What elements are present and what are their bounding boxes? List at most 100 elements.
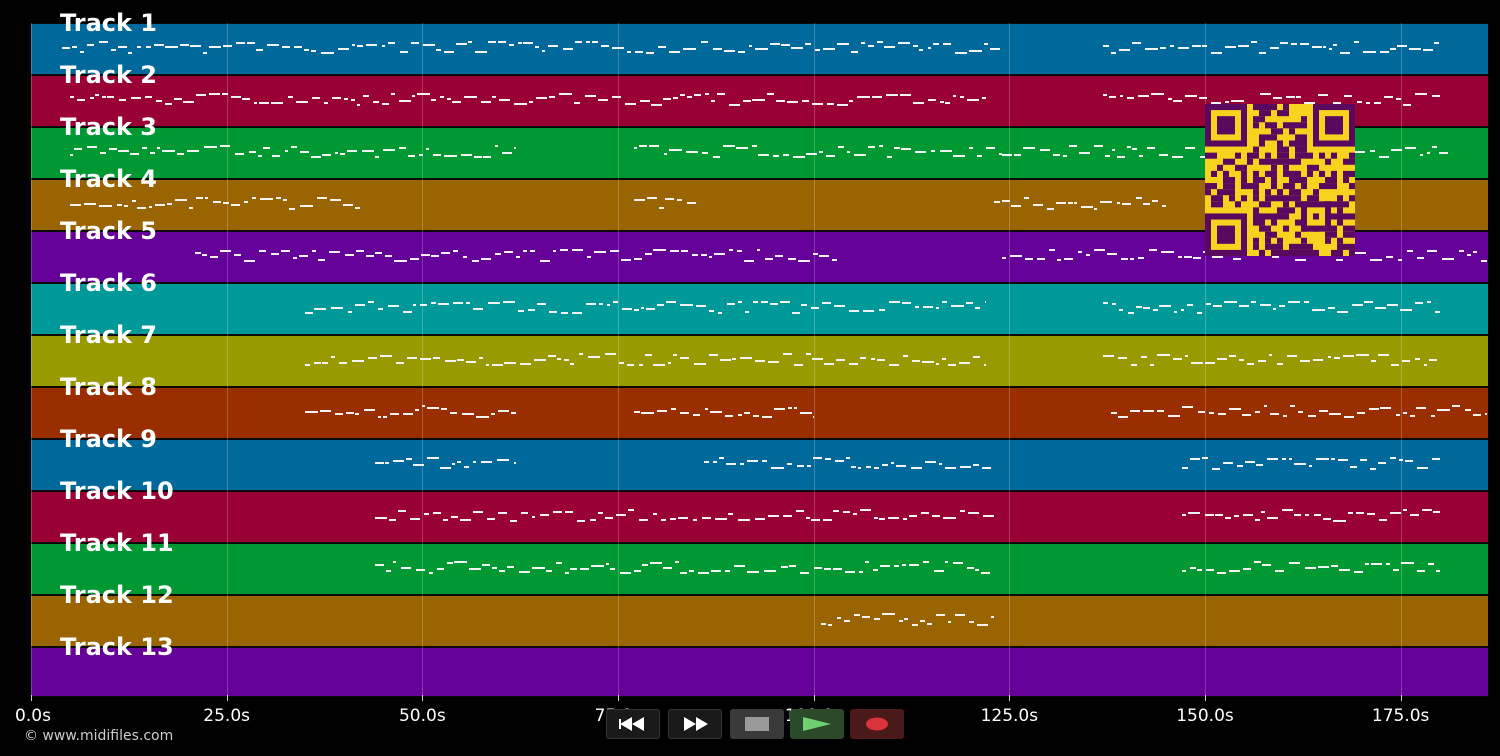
note (990, 616, 994, 618)
note (1197, 569, 1202, 571)
note (619, 362, 624, 364)
track-lane[interactable] (31, 647, 1488, 697)
note (948, 364, 957, 366)
note (416, 569, 426, 571)
note (954, 614, 966, 616)
fast-forward-icon (684, 717, 708, 731)
note (1472, 414, 1481, 416)
track-lane[interactable] (31, 543, 1488, 595)
note (80, 51, 84, 53)
note (731, 358, 737, 360)
note (304, 312, 314, 314)
note (1111, 52, 1116, 54)
note (851, 466, 856, 468)
note (546, 570, 553, 572)
stop-button[interactable] (730, 709, 784, 739)
note (646, 52, 654, 54)
note (605, 563, 609, 565)
grid-line (1205, 23, 1206, 695)
fast-forward-button[interactable] (668, 709, 722, 739)
note (900, 148, 911, 150)
note (1150, 93, 1164, 95)
play-button[interactable] (790, 709, 844, 739)
note (641, 412, 654, 414)
note (251, 197, 256, 199)
note (754, 360, 765, 362)
note (822, 48, 835, 50)
note (850, 51, 859, 53)
note (1354, 151, 1366, 153)
note (455, 43, 468, 45)
track-label: Track 12 (60, 581, 174, 609)
play-icon (803, 717, 831, 731)
note (1224, 46, 1237, 48)
note (1405, 147, 1416, 149)
note (425, 148, 429, 150)
note (1340, 52, 1350, 54)
note (1408, 48, 1422, 50)
note (884, 46, 895, 48)
note (1010, 255, 1023, 257)
note (1161, 251, 1174, 253)
note (431, 99, 437, 101)
note (638, 145, 648, 147)
track-label: Track 9 (60, 425, 158, 453)
note (1142, 410, 1154, 412)
note (726, 463, 736, 465)
note (1403, 104, 1412, 106)
note (334, 413, 344, 415)
note (877, 359, 885, 361)
note (1197, 411, 1205, 413)
note (322, 362, 328, 364)
note (936, 614, 946, 616)
track-lane[interactable] (31, 491, 1488, 543)
note (387, 305, 399, 307)
note (472, 461, 476, 463)
note (1353, 252, 1367, 254)
track-lane[interactable] (31, 595, 1488, 647)
note (1429, 359, 1438, 361)
note (1223, 301, 1237, 303)
note (1343, 355, 1355, 357)
note (1127, 97, 1134, 99)
note (363, 409, 375, 411)
note (719, 359, 731, 361)
note (1458, 250, 1465, 252)
note (701, 517, 711, 519)
note (747, 460, 759, 462)
tick-mark (1205, 695, 1206, 701)
note (586, 303, 597, 305)
note (1160, 47, 1167, 49)
note (709, 354, 718, 356)
track-lane[interactable] (31, 387, 1488, 439)
note (1132, 42, 1142, 44)
note (1094, 208, 1098, 210)
note (523, 42, 533, 44)
note (968, 512, 979, 514)
track-label: Track 1 (60, 9, 158, 37)
record-button[interactable] (850, 709, 904, 739)
note (845, 457, 851, 459)
note (790, 47, 804, 49)
note (848, 100, 853, 102)
note (450, 516, 459, 518)
note (610, 568, 616, 570)
note (983, 515, 994, 517)
note (1416, 467, 1428, 469)
note (386, 570, 391, 572)
note (1300, 360, 1311, 362)
note (1189, 458, 1201, 460)
track-lane[interactable] (31, 439, 1488, 491)
note (1316, 458, 1329, 460)
note (1442, 258, 1455, 260)
note (1173, 311, 1178, 313)
note (1364, 301, 1374, 303)
note (304, 411, 318, 413)
note (344, 98, 349, 100)
note (441, 252, 450, 254)
note (539, 514, 550, 516)
track-label: Track 2 (60, 61, 158, 89)
track-lane[interactable] (31, 283, 1488, 335)
rewind-button[interactable] (606, 709, 660, 739)
